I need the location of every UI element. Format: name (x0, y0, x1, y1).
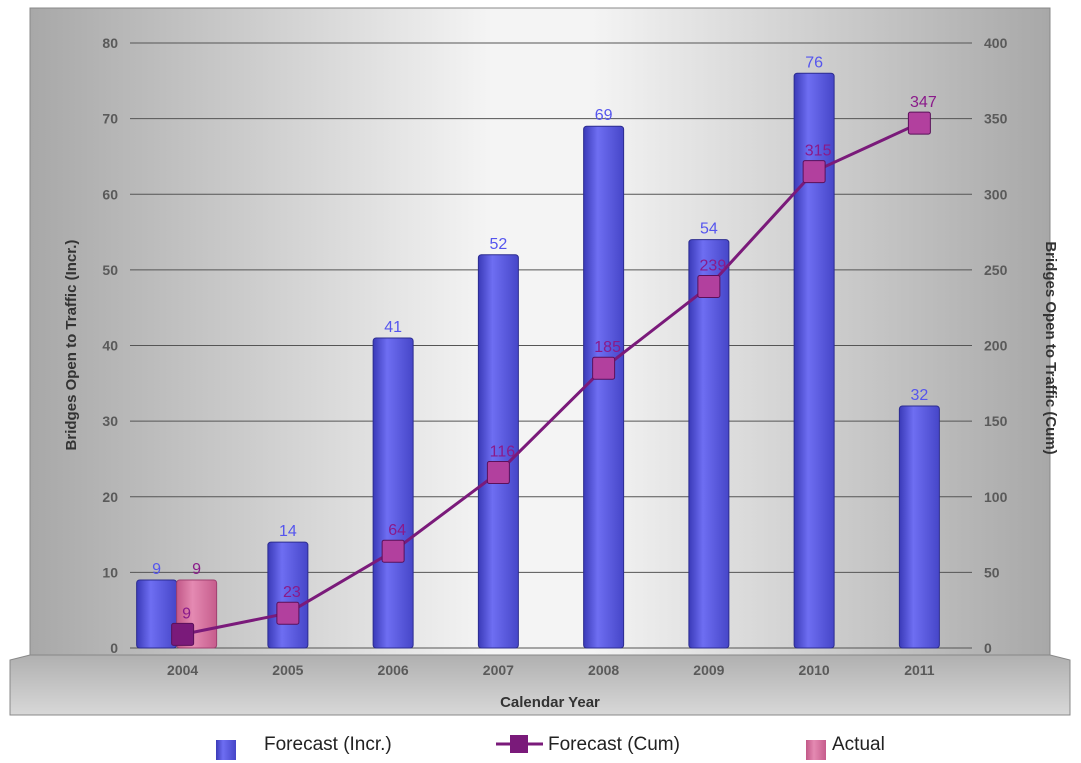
forecast-incr-data-label: 69 (595, 107, 613, 124)
forecast-cum-data-label: 347 (910, 94, 937, 111)
bars-layer (136, 72, 940, 649)
legend-swatch-actual (806, 740, 826, 760)
forecast-incr-bar (583, 125, 625, 649)
forecast-cum-marker (276, 601, 300, 625)
legend-item-actual: Actual (806, 734, 885, 760)
right-axis-title: Bridges Open to Traffic (Cum) (1042, 241, 1059, 454)
left-tick-label: 30 (102, 413, 118, 429)
forecast-incr-bar (793, 72, 835, 649)
x-tick-label: 2006 (378, 662, 409, 678)
right-tick-label: 350 (984, 111, 1008, 127)
forecast-incr-data-label: 9 (152, 561, 161, 578)
actual-data-label: 9 (192, 561, 201, 578)
plot-background (29, 7, 1051, 669)
left-tick-label: 50 (102, 262, 118, 278)
left-axis-title: Bridges Open to Traffic (Incr.) (63, 240, 80, 451)
cum-line-layer (171, 111, 931, 646)
forecast-incr-data-label: 41 (384, 319, 402, 336)
left-tick-label: 20 (102, 489, 118, 505)
forecast-cum-data-label: 315 (805, 143, 832, 160)
forecast-cum-line (182, 121, 921, 636)
legend-item-forecast-cum: Forecast (Cum) (496, 734, 680, 755)
forecast-cum-marker (171, 622, 195, 646)
forecast-cum-data-label: 23 (283, 584, 301, 601)
left-tick-label: 80 (102, 35, 118, 51)
x-tick-label: 2009 (693, 662, 724, 678)
legend-marker-forecast-cum (510, 735, 528, 753)
right-tick-label: 150 (984, 413, 1008, 429)
forecast-cum-marker (802, 160, 826, 184)
legend-label-actual: Actual (832, 734, 885, 755)
x-tick-label: 2005 (272, 662, 303, 678)
forecast-cum-marker (907, 111, 931, 135)
left-axis-ticks: 0 10 20 30 40 50 60 70 80 (102, 35, 118, 656)
forecast-cum-data-label: 9 (182, 605, 191, 622)
x-tick-label: 2011 (904, 662, 935, 678)
left-tick-label: 0 (110, 640, 118, 656)
right-tick-label: 400 (984, 35, 1008, 51)
legend: Forecast (Incr.) Forecast (Cum) Actual (216, 734, 885, 760)
forecast-incr-data-label: 76 (805, 54, 823, 71)
right-axis-ticks: 0 50 100 150 200 250 300 350 400 (984, 35, 1008, 656)
forecast-cum-data-label: 116 (490, 444, 516, 461)
x-tick-label: 2004 (167, 662, 198, 678)
forecast-cum-marker (592, 356, 616, 380)
legend-label-forecast-incr: Forecast (Incr.) (264, 734, 392, 755)
x-axis-ticks: 2004 2005 2006 2007 2008 2009 2010 2011 (167, 662, 935, 678)
forecast-incr-data-label: 54 (700, 221, 718, 238)
forecast-cum-data-label: 239 (700, 258, 727, 275)
forecast-incr-data-label: 14 (279, 523, 297, 540)
x-tick-label: 2007 (483, 662, 514, 678)
legend-label-forecast-cum: Forecast (Cum) (548, 734, 680, 755)
x-tick-label: 2010 (799, 662, 830, 678)
legend-swatch-forecast-incr (216, 740, 236, 760)
right-tick-label: 300 (984, 186, 1008, 202)
legend-item-forecast-incr: Forecast (Incr.) (216, 734, 392, 760)
forecast-incr-data-label: 52 (489, 236, 507, 253)
x-axis-title: Calendar Year (500, 694, 600, 711)
x-tick-label: 2008 (588, 662, 619, 678)
left-tick-label: 40 (102, 338, 118, 354)
forecast-cum-data-label: 64 (388, 522, 406, 539)
left-tick-label: 70 (102, 111, 118, 127)
forecast-cum-data-label: 185 (594, 339, 621, 356)
forecast-incr-bar (136, 579, 178, 649)
right-tick-label: 250 (984, 262, 1008, 278)
left-tick-label: 10 (102, 564, 118, 580)
forecast-incr-bar (898, 405, 940, 649)
forecast-cum-marker (381, 539, 405, 563)
right-tick-label: 0 (984, 640, 992, 656)
left-tick-label: 60 (102, 186, 118, 202)
data-labels-layer: 9 14 41 52 69 54 76 32 9 9 23 64 116 185 239 315 347 (152, 54, 937, 622)
right-tick-label: 100 (984, 489, 1008, 505)
forecast-cum-marker (697, 275, 721, 299)
forecast-incr-bar (372, 337, 414, 649)
forecast-cum-marker (486, 461, 510, 485)
forecast-incr-data-label: 32 (910, 387, 928, 404)
right-tick-label: 50 (984, 564, 1000, 580)
plot-base (9, 654, 1071, 716)
forecast-incr-bar (688, 239, 730, 649)
right-tick-label: 200 (984, 338, 1008, 354)
